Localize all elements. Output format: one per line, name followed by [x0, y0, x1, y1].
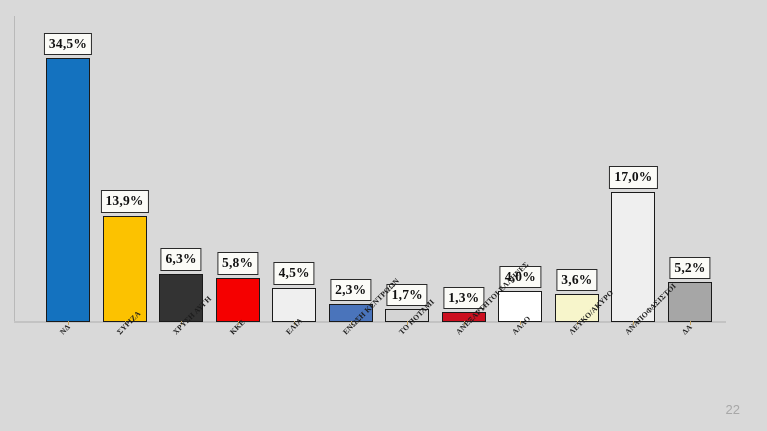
x-axis-tick — [576, 321, 578, 325]
bar-group-6: 2,3% — [322, 16, 379, 322]
bar — [102, 215, 147, 322]
bar-value-label: 4,0% — [499, 265, 541, 289]
bar-group-3: 6,3% — [153, 16, 210, 322]
x-axis-tick — [463, 321, 465, 325]
bar — [498, 291, 543, 322]
bar-group-7: 1,7% — [379, 16, 436, 322]
x-axis-tick — [181, 321, 183, 325]
x-axis-tick — [520, 321, 522, 325]
bar-chart-plot-area: 34,5% 13,9% 6,3% 5,8% 4,5% 2,3% 1,7% 1,3% 4,0% 3,… — [14, 16, 726, 322]
bar-value-label: 5,8% — [217, 252, 259, 275]
bar-group-10: 3,6% — [549, 16, 606, 322]
x-axis-tick — [633, 321, 635, 325]
bar-value-label: 2,3% — [330, 278, 372, 302]
bar-group-8: 1,3% — [436, 16, 493, 322]
x-axis-tick — [237, 321, 239, 325]
x-axis-tick — [294, 321, 296, 325]
bar — [611, 191, 656, 322]
bar — [667, 282, 712, 322]
x-axis-tick — [124, 321, 126, 325]
bar-group-12: 5,2% — [662, 16, 719, 322]
bar — [272, 287, 317, 322]
bar-value-label: 4,5% — [273, 262, 315, 285]
bar-group-11: 17,0% — [605, 16, 662, 322]
bar-group-9: 4,0% — [492, 16, 549, 322]
bar-value-label: 6,3% — [160, 248, 202, 271]
bar-value-label: 5,2% — [669, 256, 711, 280]
bar-value-label: 13,9% — [100, 190, 149, 213]
bar-value-label: 3,6% — [556, 268, 598, 292]
bar — [441, 312, 486, 322]
x-axis-tick — [350, 321, 352, 325]
y-axis-line — [14, 16, 15, 322]
bar-group-2: 13,9% — [96, 16, 153, 322]
x-axis-line — [14, 321, 726, 323]
bar-value-label: 17,0% — [609, 166, 658, 189]
bar — [554, 294, 599, 322]
page-number: 22 — [725, 402, 740, 417]
x-axis-tick — [407, 321, 409, 325]
x-axis-label-1: ΝΔ — [58, 322, 72, 337]
bar-group-4: 5,8% — [209, 16, 266, 322]
x-axis-label-12: ΔΑ — [680, 322, 694, 337]
bar — [215, 277, 260, 322]
bar — [45, 58, 90, 322]
bar-value-label: 1,3% — [443, 286, 485, 310]
bar-group-5: 4,5% — [266, 16, 323, 322]
bar-group-1: 34,5% — [40, 16, 97, 322]
x-axis-tick — [690, 321, 691, 325]
x-axis-tick — [68, 321, 69, 325]
bar-value-label: 1,7% — [386, 283, 428, 306]
bar-value-label: 34,5% — [43, 32, 93, 56]
